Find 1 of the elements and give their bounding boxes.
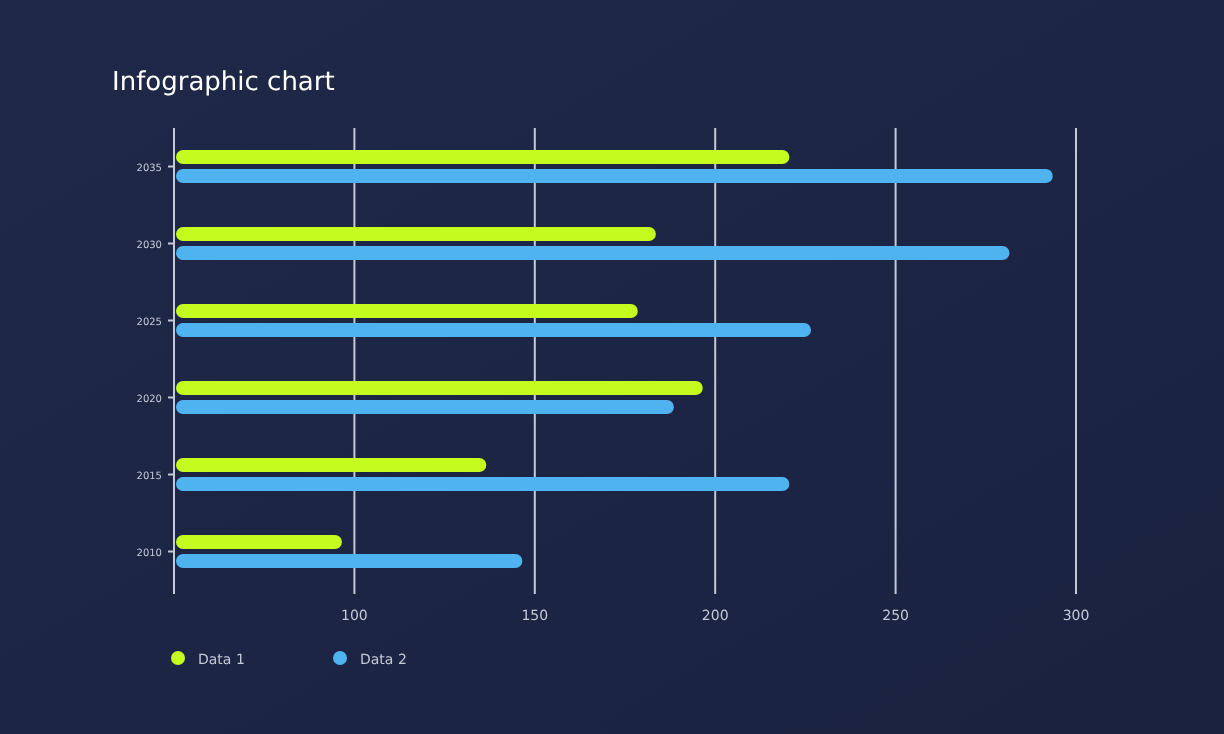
- chart-title: Infographic chart: [112, 68, 335, 98]
